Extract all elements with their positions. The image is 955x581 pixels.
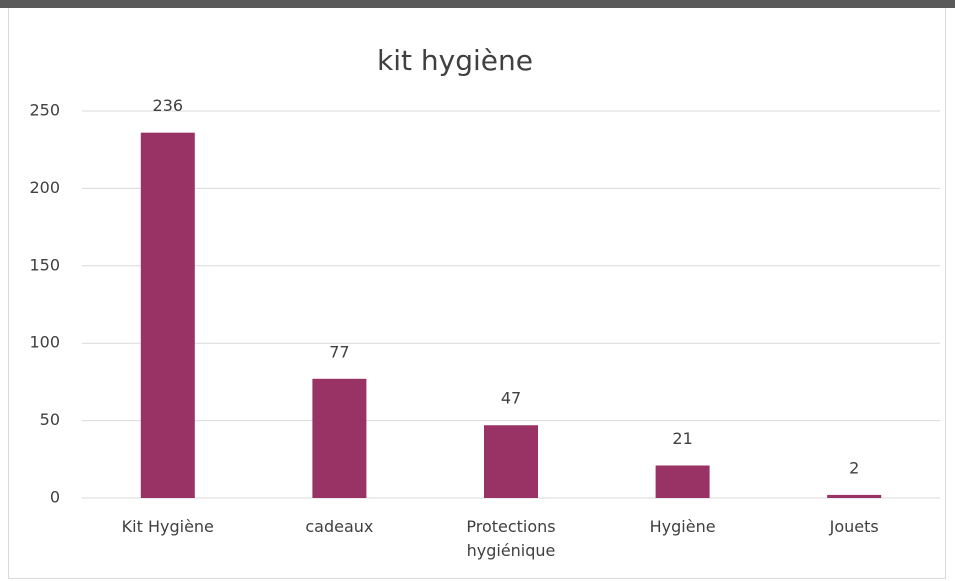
y-tick-label: 200 (29, 178, 60, 197)
y-tick-label: 150 (29, 255, 60, 274)
y-tick-label: 250 (29, 101, 60, 120)
bar (140, 132, 195, 498)
chart-frame (8, 8, 946, 579)
x-tick-label: Kit Hygiène (121, 517, 214, 536)
data-label: 236 (153, 96, 184, 115)
data-label: 2 (849, 458, 859, 477)
y-tick-label: 50 (40, 410, 60, 429)
y-tick-label: 100 (29, 333, 60, 352)
x-tick-label: cadeaux (305, 517, 374, 536)
bar (484, 425, 538, 498)
x-tick-label: Protections hygiénique (466, 517, 556, 560)
data-label: 47 (501, 389, 521, 408)
bar (655, 465, 710, 498)
data-label: 21 (672, 429, 692, 448)
x-tick-label: Hygiène (649, 517, 716, 536)
chart-title: kit hygiène (377, 44, 533, 77)
bar (312, 378, 367, 498)
data-label: 77 (329, 342, 349, 361)
bar (827, 494, 882, 498)
x-tick-label: Jouets (829, 517, 879, 536)
top-bar (0, 0, 955, 8)
y-tick-label: 0 (50, 488, 60, 507)
